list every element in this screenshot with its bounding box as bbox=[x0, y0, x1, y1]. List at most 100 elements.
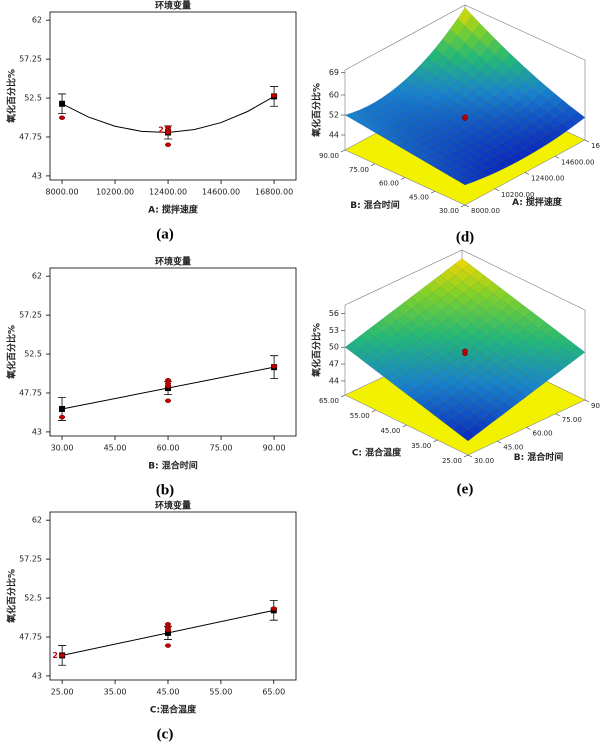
surface-patch bbox=[412, 136, 428, 145]
panel-label: (a) bbox=[156, 226, 174, 242]
x-tick-label: 16800.00 bbox=[255, 188, 293, 197]
surface-patch bbox=[449, 123, 466, 134]
x-tick bbox=[555, 413, 560, 417]
surface-patch bbox=[442, 108, 458, 120]
surface-patch bbox=[457, 137, 473, 147]
chart-title: 环境变量 bbox=[155, 256, 191, 268]
x-tick-label: 10200.00 bbox=[96, 188, 134, 197]
surface-patch bbox=[555, 357, 571, 370]
x-axis-label: A: 搅拌速度 bbox=[148, 204, 199, 216]
x-tick-label: 65.00 bbox=[262, 688, 285, 697]
surface-patch bbox=[509, 143, 526, 153]
y-tick-label: 43 bbox=[32, 671, 42, 680]
design-point bbox=[59, 653, 66, 658]
x-tick bbox=[526, 427, 531, 430]
x-tick bbox=[497, 440, 502, 444]
x-tick-label: 90.00 bbox=[263, 444, 286, 453]
y-tick-label: 30.00 bbox=[439, 207, 459, 215]
surface-patch bbox=[436, 412, 453, 424]
z-tick-label: 52 bbox=[329, 111, 339, 120]
surface-patch bbox=[479, 123, 496, 134]
y-tick-label: 47.75 bbox=[19, 632, 42, 641]
y-tick-label: 62 bbox=[32, 16, 42, 25]
x-tick-label: 8000.00 bbox=[46, 188, 79, 197]
surface-patch bbox=[419, 140, 436, 149]
design-point bbox=[462, 114, 468, 119]
y-tick-label: 52.5 bbox=[24, 594, 42, 603]
y-axis-label: B: 混合时间 bbox=[350, 199, 400, 211]
replicate-label: 2 bbox=[158, 126, 164, 135]
x-tick-label: 14600.00 bbox=[561, 158, 594, 166]
z-tick-label: 44 bbox=[329, 376, 339, 385]
x-tick-label: 12400.00 bbox=[531, 175, 564, 183]
panel-label: (b) bbox=[156, 482, 174, 498]
surface-patch bbox=[494, 45, 511, 62]
surface-patch bbox=[487, 69, 503, 84]
surface-patch bbox=[524, 143, 541, 154]
surface-patch bbox=[464, 90, 481, 103]
surface-patch bbox=[472, 23, 488, 41]
surface-patch bbox=[442, 153, 458, 162]
surface-patch bbox=[375, 365, 392, 377]
surface-patch bbox=[460, 429, 476, 442]
design-point bbox=[462, 348, 468, 354]
design-point bbox=[271, 93, 278, 98]
surface-patch bbox=[449, 173, 466, 181]
x-tick-label: 25.00 bbox=[51, 688, 74, 697]
box-edge bbox=[344, 4, 466, 71]
surface-patch bbox=[352, 109, 368, 118]
y-tick bbox=[340, 394, 346, 398]
surface-patch bbox=[472, 146, 488, 156]
surface-patch bbox=[464, 142, 481, 152]
surface-patch bbox=[457, 25, 473, 44]
x-tick-label: 75.00 bbox=[562, 416, 582, 424]
surface-patch bbox=[449, 150, 466, 159]
x-tick-label: 30.00 bbox=[474, 457, 494, 465]
surface-patch bbox=[427, 48, 443, 64]
surface-patch bbox=[479, 168, 496, 177]
surface-patch bbox=[390, 377, 407, 389]
surface-patch bbox=[472, 40, 488, 57]
y-tick-label: 45.00 bbox=[380, 427, 400, 435]
surface-patch bbox=[427, 136, 443, 146]
chart-title: 环境变量 bbox=[155, 0, 191, 12]
surface-patch bbox=[479, 47, 496, 64]
surface-patch bbox=[427, 144, 443, 153]
y-tick-label: 52.5 bbox=[24, 94, 42, 103]
z-tick-label: 50 bbox=[329, 343, 339, 352]
surface-patch bbox=[421, 400, 438, 412]
design-point bbox=[164, 627, 172, 633]
design-point bbox=[164, 643, 172, 648]
surface-patch bbox=[494, 133, 511, 144]
z-axis-label: 氧化百分比% bbox=[311, 323, 323, 378]
y-tick-label: 35.00 bbox=[411, 442, 431, 450]
chart-title: 环境变量 bbox=[155, 500, 191, 512]
panel-label: (d) bbox=[456, 229, 474, 245]
surface-patch bbox=[404, 131, 421, 140]
surface-patch bbox=[427, 160, 443, 168]
y-tick bbox=[402, 424, 407, 428]
design-point bbox=[165, 142, 172, 148]
surface-patch bbox=[532, 106, 548, 118]
surface-patch bbox=[442, 128, 458, 138]
z-tick-label: 47 bbox=[329, 360, 339, 369]
surface-patch bbox=[487, 156, 503, 165]
x-tick-label: 45.00 bbox=[503, 443, 523, 451]
box-edge bbox=[464, 4, 586, 61]
y-tick-label: 57.25 bbox=[19, 311, 42, 320]
surface-patch bbox=[494, 160, 511, 170]
y-tick bbox=[400, 177, 406, 180]
x-axis-label: B: 混合时间 bbox=[148, 460, 198, 472]
surface-patch bbox=[404, 123, 421, 133]
surface-patch bbox=[487, 107, 503, 119]
y-tick-label: 55.00 bbox=[350, 412, 370, 420]
surface-patch bbox=[419, 94, 436, 106]
surface-patch bbox=[419, 57, 436, 71]
surface-patch bbox=[494, 151, 511, 162]
z-tick-label: 44 bbox=[329, 131, 339, 140]
design-point bbox=[270, 606, 277, 611]
surface-patch bbox=[502, 138, 518, 148]
surface-patch bbox=[360, 353, 376, 365]
y-tick bbox=[460, 204, 466, 208]
surface-patch bbox=[434, 123, 451, 133]
